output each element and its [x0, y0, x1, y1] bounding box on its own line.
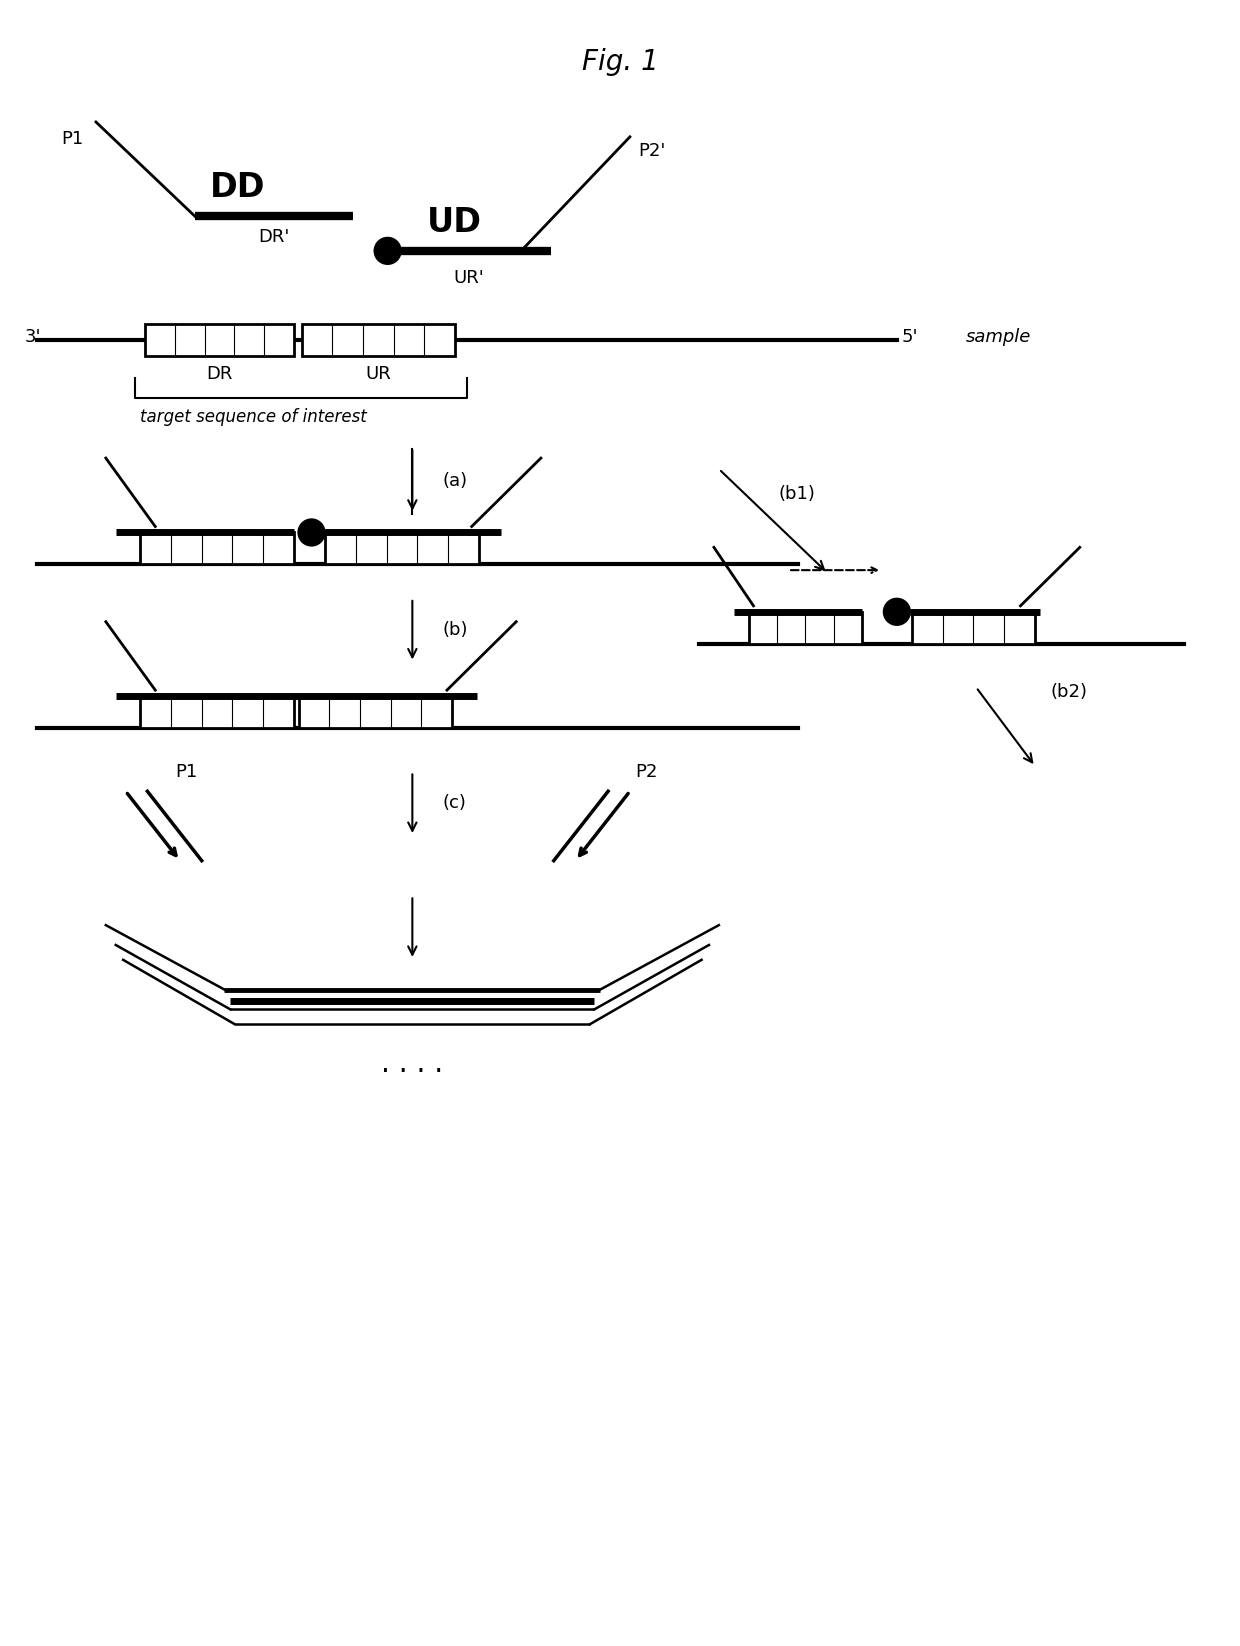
- Circle shape: [374, 239, 401, 263]
- Text: UR': UR': [454, 268, 485, 286]
- Bar: [299, 696, 451, 728]
- Text: (b1): (b1): [779, 486, 815, 502]
- Text: UR: UR: [366, 365, 391, 384]
- Text: DR: DR: [206, 365, 233, 384]
- Circle shape: [884, 599, 910, 625]
- Bar: [140, 696, 294, 728]
- Text: Fig. 1: Fig. 1: [582, 48, 658, 76]
- Text: 5': 5': [901, 328, 919, 346]
- Text: DR': DR': [258, 229, 290, 245]
- Circle shape: [299, 520, 325, 545]
- Text: (a): (a): [441, 472, 467, 491]
- Text: (b): (b): [441, 621, 467, 639]
- Text: . . . .: . . . .: [381, 1050, 444, 1078]
- Text: (b2): (b2): [1050, 683, 1087, 701]
- Bar: [301, 324, 455, 356]
- Bar: [140, 532, 294, 565]
- Bar: [325, 532, 479, 565]
- Text: P2': P2': [637, 142, 665, 160]
- Text: P1: P1: [175, 764, 197, 782]
- Bar: [749, 612, 862, 644]
- Text: target sequence of interest: target sequence of interest: [140, 408, 367, 426]
- Text: UD: UD: [428, 206, 482, 239]
- Text: (c): (c): [441, 793, 466, 811]
- Text: sample: sample: [966, 328, 1032, 346]
- Text: P1: P1: [61, 130, 83, 148]
- Text: 3': 3': [25, 328, 41, 346]
- Bar: [145, 324, 294, 356]
- Text: DD: DD: [210, 171, 265, 204]
- Bar: [911, 612, 1035, 644]
- Text: P2: P2: [635, 764, 657, 782]
